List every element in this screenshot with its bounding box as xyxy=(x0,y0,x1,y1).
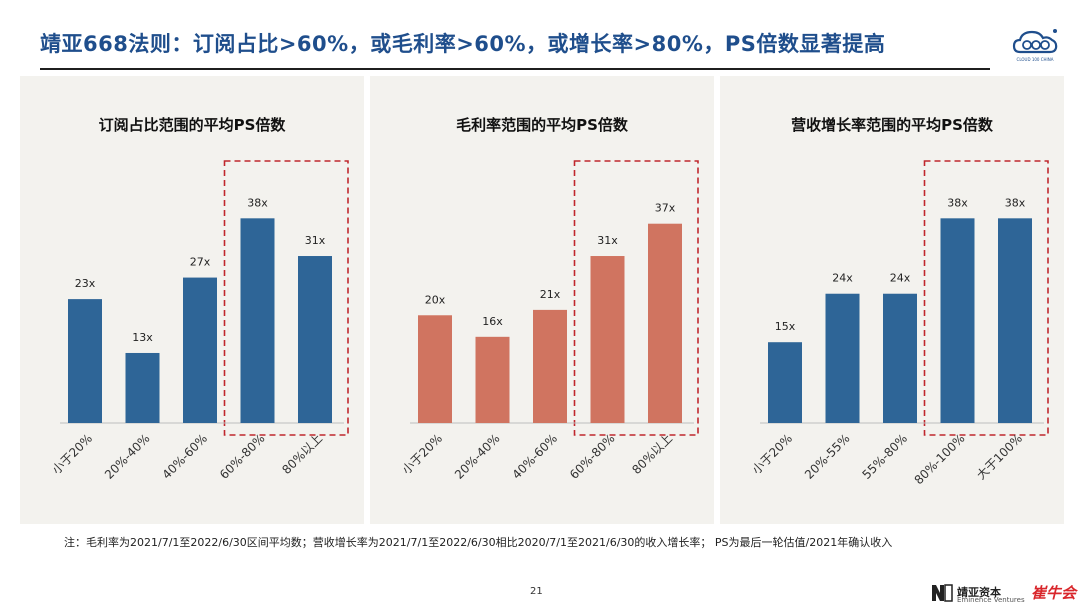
cloud-100-logo: CLOUD 100 CHINA xyxy=(1010,26,1060,66)
data-label: 13x xyxy=(132,331,153,344)
data-label: 15x xyxy=(775,320,796,333)
data-label: 20x xyxy=(425,293,446,306)
chart-panel-gross-margin: 毛利率范围的平均PS倍数 20x 小于20% 16x 20%-40% 21x 40%-60%… xyxy=(370,76,714,524)
bar xyxy=(768,342,802,423)
highlight-box xyxy=(923,160,1049,436)
data-label: 38x xyxy=(1005,196,1026,209)
eminence-logo-icon xyxy=(932,584,953,602)
gross-margin-ps-chart: 毛利率范围的平均PS倍数 20x 小于20% 16x 20%-40% 21x 40%-60%… xyxy=(399,116,699,482)
chart-title: 订阅占比范围的平均PS倍数 xyxy=(99,116,287,134)
data-label: 23x xyxy=(75,277,96,290)
category-label: 80%-100% xyxy=(912,431,968,487)
category-label: 大于100% xyxy=(974,431,1025,482)
bar xyxy=(825,293,860,423)
title-divider xyxy=(40,68,990,70)
category-label: 55%-80% xyxy=(859,431,910,482)
category-label: 小于20% xyxy=(49,431,95,477)
footnote: 注：毛利率为2021/7/1至2022/6/30区间平均数；营收增长率为2021… xyxy=(64,536,893,549)
category-label: 小于20% xyxy=(399,431,445,477)
chart-title: 营收增长率范围的平均PS倍数 xyxy=(791,116,994,134)
bar xyxy=(883,293,917,423)
chart-panel-revenue-growth: 营收增长率范围的平均PS倍数 15x 小于20% 24x 20%-55% 24x 55%-8… xyxy=(720,76,1064,524)
chart-panel-subscription: 订阅占比范围的平均PS倍数 23x 小于20% 13x 20%-40% 27x 40%-60… xyxy=(20,76,364,524)
bar xyxy=(125,352,160,423)
category-label: 80%以上 xyxy=(279,431,325,477)
bar xyxy=(68,299,102,423)
category-label: 60%-80% xyxy=(217,431,268,482)
data-label: 16x xyxy=(482,315,503,328)
data-label: 31x xyxy=(305,234,326,247)
data-label: 24x xyxy=(832,272,853,285)
data-label: 21x xyxy=(540,288,561,301)
highlight-box xyxy=(573,160,699,436)
brand-subtitle: Eminence Ventures xyxy=(957,596,1025,604)
bar xyxy=(298,256,332,423)
data-label: 38x xyxy=(947,196,968,209)
bar xyxy=(940,218,975,423)
category-label: 小于20% xyxy=(749,431,795,477)
partner-logo: 崔牛会 xyxy=(1031,584,1077,602)
bar xyxy=(590,256,625,423)
bar xyxy=(475,336,510,423)
category-label: 20%-40% xyxy=(102,431,153,482)
highlight-box xyxy=(223,160,349,436)
page-title: 靖亚668法则：订阅占比>60%，或毛利率>60%，或增长率>80%，PS倍数显… xyxy=(40,32,886,56)
data-label: 38x xyxy=(247,196,268,209)
subscription-ps-chart: 订阅占比范围的平均PS倍数 23x 小于20% 13x 20%-40% 27x 40%-60… xyxy=(49,116,349,482)
brand-footer: 靖亚资本 Eminence Ventures 崔牛会 xyxy=(931,583,1076,605)
bar xyxy=(183,277,217,423)
category-label: 40%-60% xyxy=(159,431,210,482)
category-label: 80%以上 xyxy=(629,431,675,477)
cloud-logo-icon xyxy=(1012,29,1058,54)
bar xyxy=(240,218,275,423)
revenue-growth-ps-chart: 营收增长率范围的平均PS倍数 15x 小于20% 24x 20%-55% 24x 55%-8… xyxy=(749,116,1049,487)
data-label: 24x xyxy=(890,272,911,285)
category-label: 20%-40% xyxy=(452,431,503,482)
bar xyxy=(418,315,452,423)
bar xyxy=(533,309,567,423)
category-label: 40%-60% xyxy=(509,431,560,482)
data-label: 27x xyxy=(190,256,211,269)
chart-title: 毛利率范围的平均PS倍数 xyxy=(456,116,629,134)
category-label: 60%-80% xyxy=(567,431,618,482)
brand-name: 靖亚资本 xyxy=(957,586,1001,599)
logo-text: CLOUD 100 CHINA xyxy=(1016,57,1054,62)
bar xyxy=(998,218,1032,423)
category-label: 20%-55% xyxy=(802,431,853,482)
data-label: 37x xyxy=(655,202,676,215)
data-label: 31x xyxy=(597,234,618,247)
bar xyxy=(648,223,682,423)
page-number: 21 xyxy=(530,586,543,597)
